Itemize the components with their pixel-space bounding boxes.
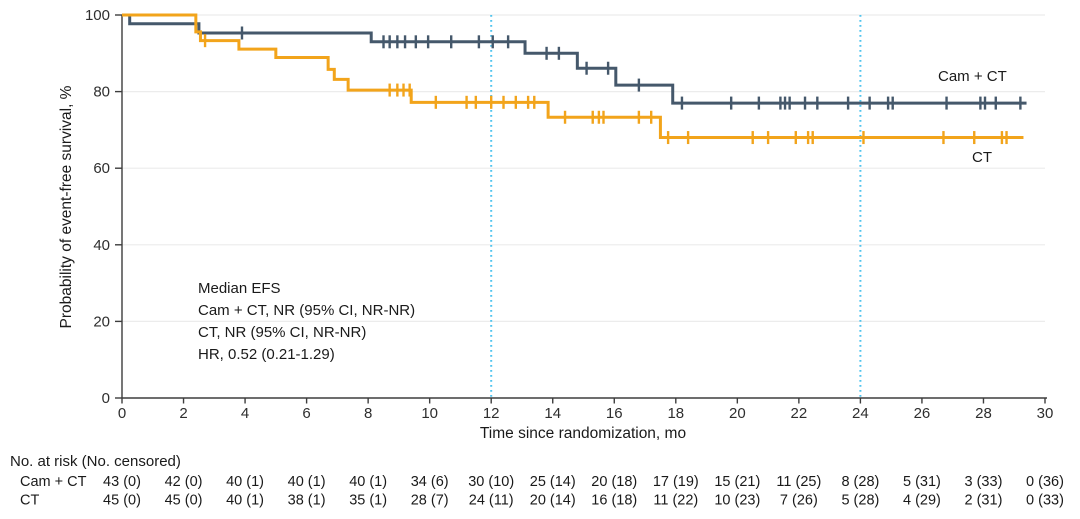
annotation-line-1: Median EFS	[198, 280, 281, 297]
x-tick-label: 0	[118, 405, 126, 422]
risk-value: 10 (23)	[714, 493, 760, 509]
risk-values: 43 (0) 45 (0) 42 (0) 45 (0) 40 (1) 40 (1) 40 (…	[103, 474, 1064, 509]
y-tick-label: 20	[93, 313, 110, 330]
x-tick-label: 6	[302, 405, 310, 422]
annotation-line-3: CT, NR (95% CI, NR-NR)	[198, 324, 366, 341]
risk-value: 5 (28)	[841, 493, 879, 509]
risk-value: 35 (1)	[349, 493, 387, 509]
risk-value: 0 (36)	[1026, 474, 1064, 490]
x-tick-label: 22	[791, 405, 808, 422]
risk-value: 2 (31)	[965, 493, 1003, 509]
risk-value: 11 (22)	[653, 493, 698, 509]
risk-value: 45 (0)	[103, 493, 141, 509]
annotation-line-2: Cam + CT, NR (95% CI, NR-NR)	[198, 302, 415, 319]
x-tick-label: 8	[364, 405, 372, 422]
risk-value: 8 (28)	[841, 474, 879, 490]
curve-label-cam-ct: Cam + CT	[938, 68, 1007, 85]
y-tick-label: 40	[93, 237, 110, 254]
gridlines	[122, 14, 1045, 322]
y-tick-label: 0	[102, 390, 110, 407]
x-tick-label: 10	[421, 405, 438, 422]
risk-value: 40 (1)	[226, 474, 264, 490]
curve-label-ct: CT	[972, 149, 992, 166]
survival-curve-ct	[122, 13, 1024, 140]
x-tick-label: 18	[667, 405, 684, 422]
risk-value: 25 (14)	[530, 474, 576, 490]
risk-value: 3 (33)	[965, 474, 1003, 490]
risk-value: 16 (18)	[591, 493, 637, 509]
risk-value: 24 (11)	[469, 493, 514, 509]
risk-value: 17 (19)	[653, 474, 699, 490]
risk-table-title: No. at risk (No. censored)	[10, 453, 181, 470]
reference-lines	[490, 15, 862, 398]
risk-value: 0 (33)	[1026, 493, 1064, 509]
median-efs-annotation: Median EFS Cam + CT, NR (95% CI, NR-NR) …	[198, 280, 415, 363]
risk-value: 4 (29)	[903, 493, 941, 509]
x-tick-label: 30	[1037, 405, 1054, 422]
survival-curve-cam-ct	[122, 13, 1027, 105]
risk-value: 40 (1)	[226, 493, 264, 509]
x-tick-label: 14	[544, 405, 561, 422]
x-tick-label: 28	[975, 405, 992, 422]
risk-value: 30 (10)	[468, 474, 514, 490]
series-cam-ct	[122, 13, 1027, 110]
risk-value: 40 (1)	[288, 474, 326, 490]
risk-value: 15 (21)	[714, 474, 760, 490]
x-tick-label: 4	[241, 405, 249, 422]
risk-value: 20 (14)	[530, 493, 576, 509]
y-tick-label: 80	[93, 84, 110, 101]
risk-value: 28 (7)	[411, 493, 449, 509]
risk-table: No. at risk (No. censored) Cam + CT CT 4…	[10, 453, 1064, 509]
risk-value: 42 (0)	[165, 474, 203, 490]
x-tick-label: 26	[914, 405, 931, 422]
risk-value: 45 (0)	[165, 493, 203, 509]
x-tick-label: 12	[483, 405, 500, 422]
risk-row-label-cam-ct: Cam + CT	[20, 474, 87, 490]
risk-value: 34 (6)	[411, 474, 449, 490]
x-axis-label: Time since randomization, mo	[480, 425, 686, 442]
risk-value: 7 (26)	[780, 493, 818, 509]
x-tick-label: 24	[852, 405, 869, 422]
risk-value: 43 (0)	[103, 474, 141, 490]
y-tick-label: 60	[93, 160, 110, 177]
risk-value: 5 (31)	[903, 474, 941, 490]
x-tick-label: 16	[606, 405, 623, 422]
risk-value: 11 (25)	[776, 474, 821, 490]
risk-row-label-ct: CT	[20, 493, 39, 509]
risk-value: 20 (18)	[591, 474, 637, 490]
series-ct	[122, 13, 1024, 145]
x-tick-label: 2	[179, 405, 187, 422]
annotation-line-4: HR, 0.52 (0.21-1.29)	[198, 346, 335, 363]
risk-value: 38 (1)	[288, 493, 326, 509]
y-tick-label: 100	[85, 7, 110, 24]
risk-value: 40 (1)	[349, 474, 387, 490]
x-tick-label: 20	[729, 405, 746, 422]
y-axis-label: Probability of event-free survival, %	[58, 85, 75, 328]
